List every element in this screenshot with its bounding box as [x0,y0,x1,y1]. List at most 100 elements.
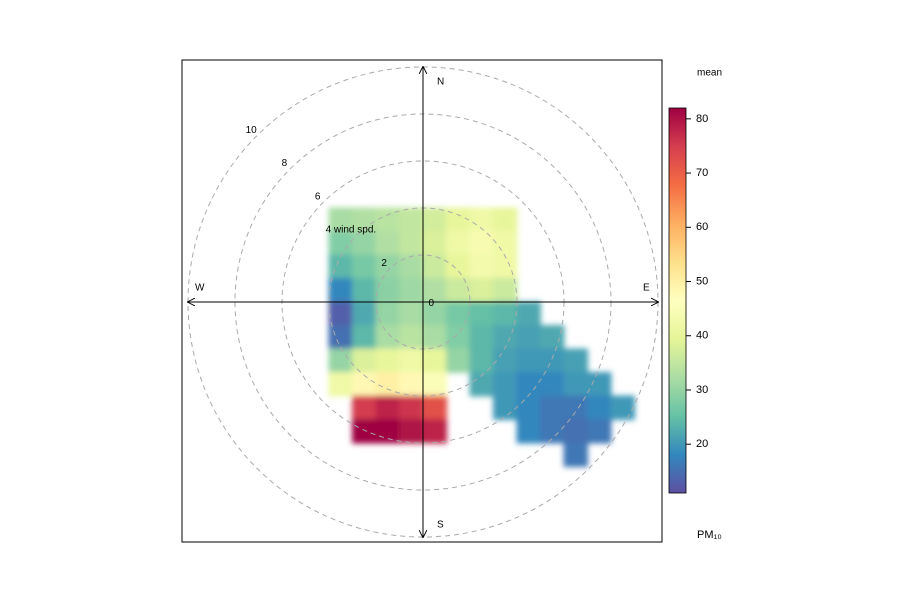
surface-cell [516,372,541,397]
colorbar-tick-label: 50 [696,275,708,287]
r-tick-label: 2 [381,258,387,269]
surface-cell [469,207,494,232]
surface-cell [540,372,565,397]
surface-cell [328,254,353,279]
surface-cell [352,372,377,397]
surface-cell [516,325,541,350]
colorbar-tick-label: 30 [696,384,708,396]
surface-cell [328,278,353,303]
surface-cell [422,278,447,303]
compass-label: S [437,520,444,531]
surface-cell [493,207,518,232]
surface-cell [422,207,447,232]
surface-cell [446,325,471,350]
surface-cell [493,372,518,397]
surface-cell [587,395,612,420]
surface-cell [399,207,424,232]
surface-cell [352,395,377,420]
surface-cell [446,254,471,279]
surface-cell [469,278,494,303]
surface-cell [422,325,447,350]
surface-cell [493,254,518,279]
surface-cell [352,231,377,256]
surface-cell [469,254,494,279]
surface [328,207,635,467]
surface-cell [352,207,377,232]
surface-cell [375,301,400,326]
surface-cell [469,372,494,397]
surface-cell [469,231,494,256]
colorbar-tick-label: 40 [696,330,708,342]
surface-cell [610,395,635,420]
surface-cell [375,231,400,256]
surface-cell [399,419,424,444]
surface-cell [328,325,353,350]
colorbar [668,107,687,494]
compass-label: E [643,283,650,294]
surface-cell [516,419,541,444]
r-tick-label: 8 [282,158,288,169]
surface-cell [446,231,471,256]
surface-cell [493,325,518,350]
colorbar-header: mean [697,68,722,79]
surface-cell [375,372,400,397]
compass-label: W [195,283,205,294]
surface-cell [352,278,377,303]
surface-cell [422,254,447,279]
colorbar-tick-label: 20 [696,438,708,450]
surface-cell [563,442,588,467]
surface-cell [540,348,565,373]
surface-cell [399,301,424,326]
surface-cell [375,419,400,444]
surface-cell [328,207,353,232]
r-tick-label: 10 [246,125,258,136]
surface-cell [375,254,400,279]
surface-cell [422,419,447,444]
colorbar-tick-label: 70 [696,167,708,179]
surface-cell [328,372,353,397]
surface-cell [352,419,377,444]
r-tick-label: 4 wind spd. [326,225,377,236]
surface-cell [352,348,377,373]
colorbar-tick-label: 60 [696,221,708,233]
surface-cell [422,372,447,397]
surface-cell [540,325,565,350]
surface-cell [516,301,541,326]
colorbar-tick-label: 80 [696,113,708,125]
surface-cell [328,301,353,326]
surface-cell [446,348,471,373]
surface-cell [516,348,541,373]
surface-cell [587,419,612,444]
r-tick-label: 0 [429,298,435,309]
surface-cell [540,419,565,444]
surface-cell [493,301,518,326]
surface-cell [493,278,518,303]
surface-cell [399,278,424,303]
surface-cell [587,372,612,397]
surface-cell [375,325,400,350]
colorbar-title: PM₁₀ [697,529,722,541]
plot-frame [181,59,663,543]
surface-cell [493,395,518,420]
surface-cell [328,348,353,373]
surface-cell [399,395,424,420]
surface-cell [493,231,518,256]
surface-cell [446,207,471,232]
surface-cell [540,395,565,420]
surface-cell [399,325,424,350]
surface-cell [399,348,424,373]
surface-cell [422,301,447,326]
surface-cell [399,231,424,256]
surface-cell [352,325,377,350]
r-tick-label: 6 [315,191,321,202]
surface-cell [516,395,541,420]
surface-cell [399,372,424,397]
surface-cell [375,207,400,232]
surface-cell [563,372,588,397]
surface-cell [422,395,447,420]
surface-cell [375,348,400,373]
surface-cell [446,278,471,303]
compass-label: N [437,77,444,88]
surface-cell [469,325,494,350]
